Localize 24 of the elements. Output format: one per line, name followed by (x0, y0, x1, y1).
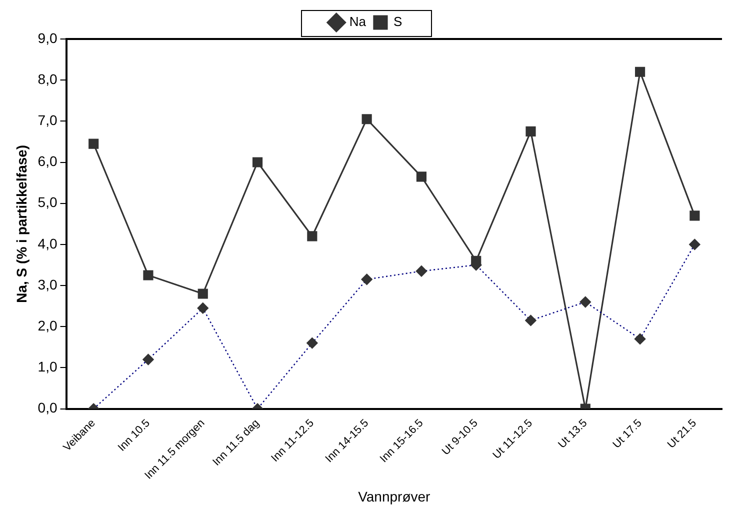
point (198, 288, 208, 299)
y-axis-title: Na, S (% i partikkelfase) (13, 144, 30, 303)
y-tick-label: 4,0 (38, 235, 58, 252)
point (362, 114, 372, 124)
y-tick-label: 6,0 (38, 153, 58, 170)
legend-label: S (393, 14, 402, 30)
point (526, 126, 536, 136)
point (252, 157, 263, 168)
y-tick-label: 0,0 (38, 400, 58, 416)
y-tick-label: 5,0 (38, 194, 58, 210)
point (416, 172, 426, 182)
y-tick-label: 1,0 (38, 358, 58, 375)
y-tick-label: 2,0 (38, 317, 58, 334)
point (634, 66, 646, 77)
point (88, 138, 99, 149)
y-tick-label: 3,0 (38, 276, 58, 292)
x-axis-title: Vannprøver (358, 488, 431, 504)
y-tick-label: 9,0 (38, 30, 58, 46)
legend-label: Na (349, 14, 367, 30)
point (143, 270, 154, 280)
point (307, 231, 318, 242)
y-tick-label: 7,0 (38, 112, 58, 128)
y-tick-label: 8,0 (38, 70, 58, 87)
point (690, 210, 700, 221)
